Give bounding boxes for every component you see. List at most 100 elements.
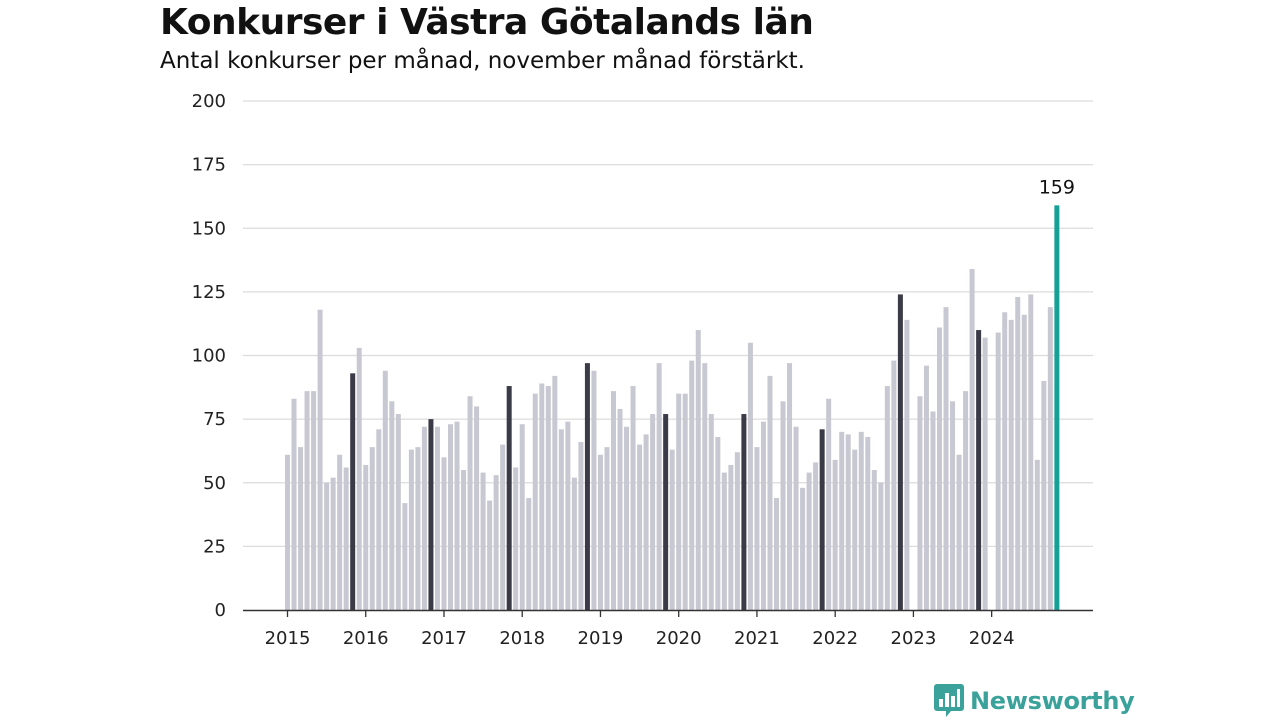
bar bbox=[754, 447, 760, 610]
bar bbox=[624, 426, 630, 610]
bar bbox=[317, 309, 323, 610]
bar bbox=[1028, 294, 1034, 610]
bar bbox=[969, 268, 975, 610]
bar bbox=[676, 393, 682, 610]
bar bbox=[839, 431, 845, 610]
y-tick-label: 150 bbox=[192, 218, 226, 239]
bar bbox=[493, 475, 499, 610]
bar bbox=[591, 370, 597, 610]
bar bbox=[330, 477, 336, 610]
bar bbox=[311, 391, 317, 610]
bar bbox=[604, 447, 610, 610]
bar bbox=[539, 383, 545, 610]
logo-text: Newsworthy bbox=[970, 687, 1135, 715]
bar bbox=[448, 424, 453, 610]
bar bbox=[1021, 314, 1027, 610]
bar bbox=[904, 319, 910, 610]
bar bbox=[304, 391, 310, 610]
bar bbox=[630, 386, 636, 610]
bar bbox=[376, 429, 382, 610]
bar bbox=[552, 375, 558, 610]
bar bbox=[930, 411, 936, 610]
x-tick-label: 2023 bbox=[891, 628, 937, 649]
bar bbox=[597, 454, 603, 610]
bar bbox=[793, 426, 799, 610]
y-axis-labels: 0 25 50 75 100 125 150 175 200 bbox=[192, 91, 226, 621]
bar bbox=[643, 434, 649, 610]
data-label: 159 bbox=[1039, 176, 1075, 198]
bar bbox=[1047, 307, 1053, 610]
bar bbox=[917, 396, 923, 610]
bar bbox=[461, 470, 467, 610]
bar bbox=[708, 414, 714, 610]
bar bbox=[1054, 205, 1060, 610]
bar bbox=[760, 421, 766, 610]
y-tick-label: 25 bbox=[203, 536, 226, 557]
bar bbox=[800, 487, 806, 610]
bar bbox=[395, 414, 401, 610]
bar bbox=[728, 464, 734, 610]
bar bbox=[519, 424, 525, 610]
bar bbox=[689, 360, 695, 610]
bar bbox=[402, 503, 408, 610]
bar bbox=[995, 332, 1001, 610]
bar bbox=[734, 452, 740, 610]
bar bbox=[467, 396, 473, 610]
bar bbox=[982, 337, 988, 610]
bar bbox=[584, 363, 590, 610]
chart-subtitle: Antal konkurser per månad, november måna… bbox=[160, 48, 805, 74]
bar bbox=[421, 426, 427, 610]
bar bbox=[513, 467, 519, 610]
bar bbox=[1008, 319, 1014, 610]
bar bbox=[441, 457, 447, 610]
chart-title: Konkurser i Västra Götalands län bbox=[160, 2, 814, 43]
bar bbox=[695, 330, 701, 610]
bar-chart-badge-icon bbox=[934, 684, 964, 717]
bar bbox=[682, 393, 688, 610]
bar bbox=[285, 454, 290, 610]
newsworthy-logo: Newsworthy bbox=[934, 684, 1135, 718]
bar bbox=[865, 436, 871, 610]
bar bbox=[369, 447, 375, 610]
x-tick-label: 2018 bbox=[499, 628, 545, 649]
bar bbox=[884, 386, 890, 610]
bar bbox=[878, 482, 884, 610]
bar bbox=[578, 442, 584, 610]
x-tick-label: 2020 bbox=[656, 628, 702, 649]
x-tick-label: 2017 bbox=[421, 628, 467, 649]
bar bbox=[363, 464, 369, 610]
x-tick-label: 2021 bbox=[734, 628, 780, 649]
bar bbox=[487, 500, 493, 610]
bar bbox=[324, 482, 330, 610]
bar bbox=[832, 459, 838, 610]
bar bbox=[617, 408, 623, 610]
bar bbox=[858, 431, 864, 610]
x-tick-label: 2015 bbox=[265, 628, 311, 649]
bar bbox=[923, 365, 929, 610]
bar bbox=[1002, 312, 1008, 610]
bar bbox=[408, 449, 414, 610]
bar bbox=[937, 327, 942, 610]
bar bbox=[787, 363, 793, 610]
bar bbox=[774, 498, 779, 610]
bar bbox=[826, 398, 832, 610]
bar bbox=[500, 444, 506, 610]
bar bbox=[663, 414, 669, 610]
bar bbox=[611, 391, 616, 610]
bar bbox=[806, 472, 812, 610]
bar bbox=[1015, 296, 1021, 610]
y-tick-label: 75 bbox=[203, 409, 226, 430]
bar bbox=[382, 370, 388, 610]
x-tick-label: 2022 bbox=[812, 628, 858, 649]
bar bbox=[565, 421, 571, 610]
bar bbox=[474, 406, 480, 610]
bar bbox=[871, 470, 877, 610]
bar bbox=[356, 347, 362, 610]
bar bbox=[741, 414, 747, 610]
bar bbox=[480, 472, 486, 610]
bar bbox=[780, 401, 786, 610]
bars bbox=[285, 205, 1060, 610]
bar bbox=[506, 386, 512, 610]
bar bbox=[897, 294, 903, 610]
bar bbox=[571, 477, 577, 610]
